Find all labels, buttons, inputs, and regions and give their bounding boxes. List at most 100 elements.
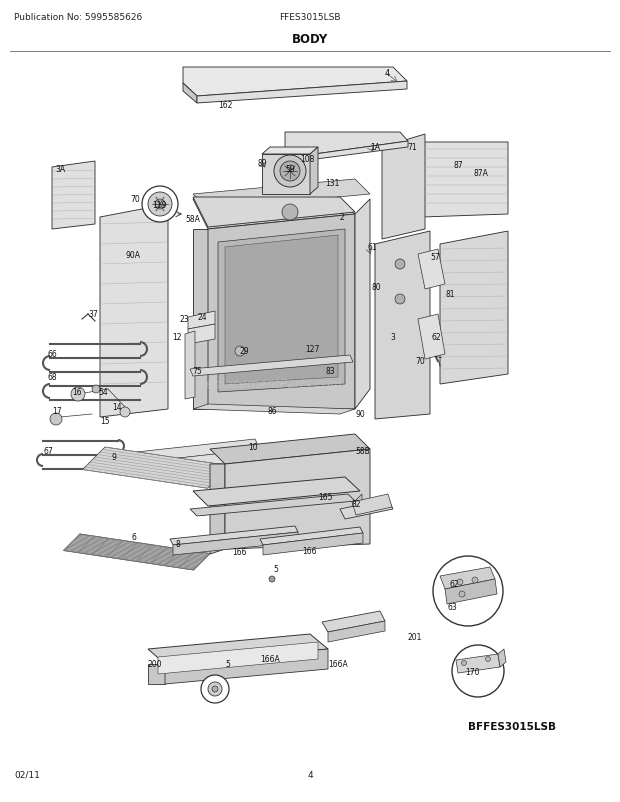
Text: 57: 57 (430, 253, 440, 262)
Polygon shape (118, 464, 125, 475)
Text: 66: 66 (48, 350, 58, 359)
Circle shape (269, 577, 275, 582)
Text: 166: 166 (302, 547, 316, 556)
Text: 83: 83 (325, 367, 335, 376)
Polygon shape (193, 180, 370, 210)
Circle shape (459, 591, 465, 597)
Text: 15: 15 (100, 417, 110, 426)
Circle shape (235, 346, 245, 357)
Polygon shape (100, 205, 168, 418)
Polygon shape (125, 449, 260, 475)
Circle shape (461, 661, 466, 666)
Polygon shape (285, 133, 408, 158)
Text: 201: 201 (408, 633, 422, 642)
Text: FFES3015LSB: FFES3015LSB (279, 13, 341, 22)
Polygon shape (193, 229, 208, 410)
Text: 165: 165 (318, 493, 332, 502)
Polygon shape (262, 155, 310, 195)
Polygon shape (260, 528, 363, 545)
Text: 3A: 3A (55, 165, 65, 174)
Polygon shape (498, 649, 506, 667)
Polygon shape (170, 526, 298, 545)
Polygon shape (210, 435, 370, 464)
Polygon shape (440, 232, 508, 384)
Text: 71: 71 (407, 144, 417, 152)
Text: ReplacementParts.com: ReplacementParts.com (198, 378, 342, 391)
Polygon shape (158, 642, 318, 674)
Text: 89: 89 (258, 158, 268, 168)
Polygon shape (185, 331, 195, 399)
Circle shape (208, 683, 222, 696)
Text: 23: 23 (180, 315, 190, 324)
Text: 58A: 58A (185, 215, 200, 225)
Polygon shape (193, 198, 355, 228)
Text: 87A: 87A (473, 168, 488, 177)
Polygon shape (382, 135, 425, 240)
Text: 58B: 58B (355, 447, 370, 456)
Circle shape (282, 205, 298, 221)
Text: 90: 90 (355, 410, 365, 419)
Text: 6: 6 (132, 533, 137, 542)
Circle shape (472, 577, 478, 583)
Text: 75: 75 (192, 367, 202, 376)
Polygon shape (208, 215, 355, 410)
Text: 119: 119 (152, 200, 166, 209)
Text: 127: 127 (305, 345, 319, 354)
Text: 200: 200 (148, 660, 162, 669)
Text: 80: 80 (372, 283, 382, 292)
Polygon shape (193, 200, 355, 229)
Text: 162: 162 (218, 101, 232, 111)
Polygon shape (285, 148, 293, 163)
Polygon shape (418, 314, 445, 359)
Text: 54: 54 (98, 388, 108, 397)
Text: 67: 67 (43, 447, 53, 456)
Circle shape (155, 200, 165, 210)
Text: 3: 3 (390, 333, 395, 342)
Circle shape (148, 192, 172, 217)
Polygon shape (190, 494, 355, 516)
Polygon shape (262, 148, 318, 155)
Text: 14: 14 (112, 403, 122, 412)
Text: 166A: 166A (260, 654, 280, 664)
Polygon shape (322, 611, 385, 632)
Polygon shape (218, 229, 345, 392)
Polygon shape (188, 325, 215, 345)
Text: 02/11: 02/11 (14, 770, 40, 779)
Text: 108: 108 (300, 156, 314, 164)
Text: 166A: 166A (328, 660, 348, 669)
Circle shape (212, 687, 218, 692)
Polygon shape (440, 567, 495, 589)
Text: BODY: BODY (292, 33, 328, 46)
Polygon shape (328, 622, 385, 642)
Text: 70: 70 (130, 195, 140, 205)
Circle shape (395, 260, 405, 269)
Text: 170: 170 (465, 668, 479, 677)
Text: 131: 131 (325, 178, 339, 187)
Polygon shape (352, 494, 392, 516)
Circle shape (433, 557, 503, 626)
Text: 12: 12 (172, 333, 182, 342)
Circle shape (142, 187, 178, 223)
Polygon shape (263, 533, 363, 555)
Polygon shape (293, 142, 408, 163)
Circle shape (395, 294, 405, 305)
Text: 86: 86 (268, 407, 278, 416)
Text: 90A: 90A (125, 250, 140, 259)
Polygon shape (197, 82, 407, 104)
Text: 17: 17 (52, 407, 61, 416)
Text: 81: 81 (445, 290, 454, 299)
Polygon shape (82, 448, 230, 488)
Text: 9: 9 (112, 453, 117, 462)
Text: 24: 24 (198, 313, 208, 322)
Text: 4: 4 (307, 770, 313, 779)
Text: 2: 2 (340, 213, 345, 222)
Polygon shape (193, 477, 360, 506)
Polygon shape (225, 449, 370, 549)
Circle shape (71, 387, 85, 402)
Polygon shape (193, 404, 355, 415)
Text: 8: 8 (175, 540, 180, 549)
Polygon shape (183, 68, 407, 97)
Text: 82: 82 (352, 500, 361, 508)
Text: 166: 166 (232, 548, 247, 557)
Circle shape (485, 657, 490, 662)
